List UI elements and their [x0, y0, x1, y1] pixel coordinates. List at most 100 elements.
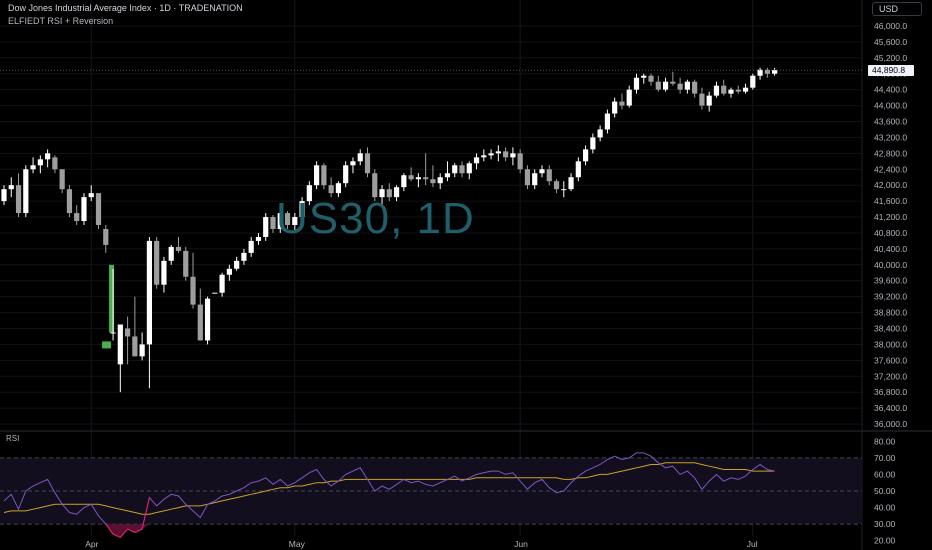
price-tick-label: 36,400.0	[874, 403, 907, 413]
price-tick-label: 45,200.0	[874, 53, 907, 63]
candle-body	[146, 240, 152, 345]
currency-button[interactable]: USD	[872, 2, 922, 16]
candle-body	[277, 213, 283, 229]
candle-body	[670, 81, 676, 84]
candle-body	[321, 165, 327, 186]
candle-body	[444, 173, 451, 178]
candle-body	[81, 197, 87, 222]
candle-body	[590, 137, 596, 150]
candle-body	[364, 153, 371, 174]
candle-body	[699, 93, 705, 106]
price-tick-label: 37,600.0	[874, 355, 907, 365]
candle-body	[452, 165, 458, 174]
candle-body	[8, 185, 14, 190]
candle-body	[270, 217, 276, 229]
candle-body	[124, 328, 131, 337]
time-axis-label: May	[289, 539, 306, 549]
candle-body	[684, 81, 690, 90]
candle-body	[532, 173, 538, 186]
candle-body	[575, 161, 581, 178]
candle-body	[488, 153, 494, 156]
candle-body	[459, 165, 465, 174]
rsi-pane-label: RSI	[6, 434, 20, 443]
candle-body	[772, 70, 778, 74]
rsi-ma-line	[3, 462, 775, 515]
candle-body	[299, 201, 305, 218]
candle-body	[154, 240, 160, 285]
candle-body	[175, 246, 182, 251]
rsi-tick-label: 80.00	[874, 436, 896, 446]
candle-body	[553, 181, 560, 190]
candle-body	[677, 83, 683, 90]
candle-body	[401, 175, 407, 188]
candle-body	[539, 169, 545, 174]
candle-body	[219, 274, 225, 293]
rsi-tick-label: 60.00	[874, 469, 896, 479]
price-tick-label: 43,600.0	[874, 117, 907, 127]
candle-body	[59, 169, 65, 190]
price-tick-label: 42,400.0	[874, 164, 907, 174]
candle-body	[713, 85, 720, 96]
candle-body	[386, 189, 392, 198]
candle-body	[328, 185, 334, 194]
candle-body	[350, 161, 356, 166]
candle-body	[1, 189, 7, 202]
candle-body	[284, 213, 291, 225]
candle-body	[633, 77, 640, 90]
candle-body	[546, 169, 552, 182]
candle-body	[393, 187, 400, 198]
price-tick-label: 38,800.0	[874, 308, 907, 318]
price-tick-label: 40,000.0	[874, 260, 907, 270]
candle-body	[197, 304, 203, 341]
candle-body	[692, 81, 698, 94]
price-tick-label: 39,200.0	[874, 292, 907, 302]
time-axis-label: Jun	[514, 539, 528, 549]
candle-body	[357, 153, 363, 162]
candle-body	[742, 87, 749, 92]
time-axis-label: Jul	[747, 539, 758, 549]
candle-body	[335, 183, 342, 194]
candle-body	[473, 157, 480, 164]
candle-body	[764, 69, 770, 74]
candle-body	[37, 159, 43, 166]
candle-body	[103, 228, 109, 245]
price-tick-label: 45,600.0	[874, 37, 907, 47]
candle-body	[30, 165, 36, 170]
candle-body	[481, 155, 487, 158]
candle-body	[248, 240, 254, 253]
candle-body	[343, 165, 349, 184]
candle-body	[495, 151, 501, 154]
candle-body	[95, 193, 102, 225]
candle-body	[66, 189, 73, 214]
indicator-label[interactable]: ELFIEDT RSI + Reversion	[8, 16, 114, 26]
candle-body	[117, 324, 123, 365]
candle-body	[139, 344, 145, 357]
candle-body	[408, 175, 414, 180]
price-tick-label: 38,400.0	[874, 324, 907, 334]
candle-body	[568, 177, 574, 190]
rsi-tick-label: 70.00	[874, 453, 896, 463]
rsi-tick-label: 40.00	[874, 503, 896, 513]
price-tick-label: 36,000.0	[874, 419, 907, 429]
candle-body	[372, 173, 378, 198]
candle-body	[212, 292, 218, 294]
candle-body	[430, 179, 436, 184]
candle-body	[750, 75, 756, 88]
candle-body	[612, 101, 618, 114]
time-axis-label: Apr	[85, 539, 98, 549]
candle-body	[626, 89, 632, 106]
candle-body	[735, 89, 741, 92]
candle-body	[74, 213, 80, 222]
candle-body	[161, 260, 167, 285]
signal-bar	[109, 264, 115, 333]
chart-title: Dow Jones Industrial Average Index · 1D …	[8, 3, 243, 13]
candle-body	[234, 260, 240, 269]
price-tick-label: 42,800.0	[874, 148, 907, 158]
symbol-watermark: US30, 1D	[276, 194, 475, 243]
rsi-tick-label: 20.00	[874, 536, 896, 546]
rsi-tick-label: 50.00	[874, 486, 896, 496]
last-price-tag: 44,890.8	[868, 65, 914, 76]
candle-body	[23, 169, 29, 214]
candle-body	[437, 177, 443, 184]
